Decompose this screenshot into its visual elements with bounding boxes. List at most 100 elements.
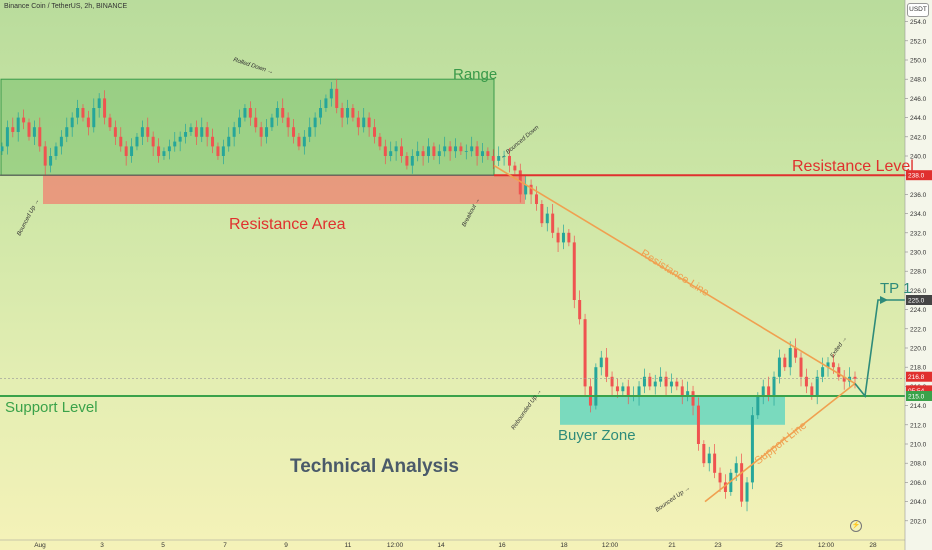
- candle-body: [470, 146, 474, 152]
- candle-body: [810, 386, 814, 396]
- candle-body: [319, 108, 323, 118]
- candle-body: [524, 184, 528, 195]
- candle-body: [227, 136, 231, 147]
- price-badge-label: 238.0: [908, 173, 925, 180]
- candle-body: [659, 376, 663, 382]
- y-tick-label: 254.0: [910, 19, 927, 26]
- currency-badge[interactable]: USDT: [907, 3, 929, 17]
- range-zone: [0, 78, 495, 176]
- technical-analysis-label: Technical Analysis: [290, 456, 459, 477]
- candle-body: [292, 127, 296, 137]
- candle-body: [799, 357, 803, 377]
- candle-body: [848, 376, 852, 382]
- candle-body: [76, 108, 80, 118]
- x-tick-label: 9: [284, 542, 288, 549]
- y-tick-label: 228.0: [910, 269, 927, 276]
- candle-body: [745, 482, 749, 502]
- candle-body: [497, 156, 501, 161]
- x-tick-label: 28: [869, 542, 877, 549]
- candle-body: [675, 381, 679, 387]
- candle-body: [475, 146, 479, 156]
- candle-body: [788, 348, 792, 368]
- support-line-label: Support Line: [752, 419, 809, 467]
- candle-body: [853, 376, 857, 379]
- y-tick-label: 224.0: [910, 307, 927, 314]
- candle-body: [194, 127, 198, 137]
- candle-body: [351, 108, 355, 118]
- candle-body: [270, 117, 274, 128]
- candle-body: [707, 453, 711, 464]
- candle-body: [383, 146, 387, 156]
- candle-body: [702, 444, 706, 464]
- candle-body: [815, 376, 819, 396]
- candle-body: [238, 117, 242, 128]
- y-tick-label: 210.0: [910, 442, 927, 449]
- candle-body: [54, 146, 58, 156]
- x-tick-label: 5: [161, 542, 165, 549]
- candle-body: [340, 108, 344, 118]
- projection-arrow-head: [880, 296, 888, 304]
- price-badge: [906, 170, 932, 181]
- candle-body: [556, 232, 560, 243]
- candle-body: [756, 396, 760, 416]
- candle-body: [248, 108, 252, 118]
- candle-body: [216, 146, 220, 156]
- candle-body: [140, 127, 144, 137]
- candle-body: [151, 136, 155, 147]
- candle-body: [38, 127, 42, 147]
- candle-body: [502, 156, 506, 157]
- candle-body: [545, 213, 549, 224]
- candle-body: [432, 146, 436, 156]
- candle-body: [642, 376, 646, 387]
- resistance-area-label: Resistance Area: [229, 216, 346, 233]
- candle-body: [86, 117, 90, 128]
- candle-body: [200, 127, 204, 137]
- candle-body: [507, 156, 511, 166]
- candle-body: [740, 463, 744, 502]
- y-tick-label: 220.0: [910, 346, 927, 353]
- flash-icon[interactable]: ⚡: [850, 520, 862, 532]
- candle-body: [184, 132, 188, 137]
- candle-body: [718, 472, 722, 483]
- buyer-zone: [560, 396, 785, 425]
- candle-body: [22, 117, 26, 123]
- candle-body: [750, 415, 754, 483]
- candle-body: [729, 472, 733, 492]
- candle-body: [221, 146, 225, 156]
- bounced-up-label-2: Bounced Up →: [655, 485, 692, 513]
- y-tick-label: 246.0: [910, 96, 927, 103]
- support-trend-line: [704, 382, 856, 503]
- candle-body: [157, 146, 161, 156]
- candle-body: [313, 117, 317, 128]
- candle-body: [59, 136, 63, 147]
- candle-body: [513, 165, 517, 171]
- candle-body: [686, 391, 690, 396]
- candle-body: [578, 300, 582, 320]
- candle-body: [362, 117, 366, 128]
- candle-body: [265, 127, 269, 137]
- x-tick-label: 11: [345, 542, 352, 549]
- candle-body: [81, 108, 85, 118]
- candle-body: [65, 127, 69, 137]
- tp1-label: TP 1: [880, 280, 911, 297]
- candle-body: [389, 151, 393, 156]
- y-tick-label: 212.0: [910, 422, 927, 429]
- y-tick-label: 240.0: [910, 154, 927, 161]
- candle-body: [335, 88, 339, 108]
- y-tick-label: 234.0: [910, 211, 927, 218]
- buyer-zone-label: Buyer Zone: [558, 427, 636, 444]
- rolled-down-label: Rolled Down →: [232, 57, 274, 76]
- candle-body: [443, 146, 447, 152]
- x-tick-label: 16: [498, 542, 506, 549]
- candle-body: [551, 213, 555, 233]
- candle-body: [421, 151, 425, 156]
- price-badge: [906, 391, 932, 401]
- candle-body: [329, 88, 333, 99]
- symbol-header: Binance Coin / TetherUS, 2h, BINANCE: [4, 3, 128, 10]
- candle-body: [405, 156, 409, 166]
- x-tick-label: 25: [775, 542, 783, 549]
- y-tick-label: 222.0: [910, 326, 927, 333]
- resistance-trend-line: [493, 164, 856, 385]
